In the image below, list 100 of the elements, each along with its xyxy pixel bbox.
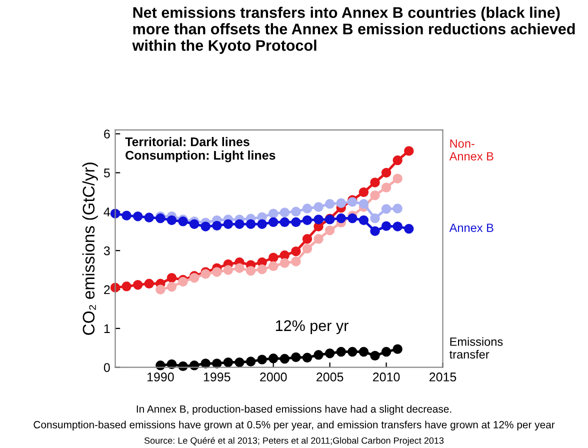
point [381,168,392,178]
point [404,224,414,234]
point [381,204,392,214]
y-tick-label: 4 [104,208,110,216]
text: Consumption-based emissions have grown at 0.5% per year, and emission transfers have grown at 12% per year [34,420,555,430]
y-tick-label: 3 [104,246,110,256]
point [268,261,278,272]
point [166,359,177,370]
text: Emissions transfer [449,337,503,359]
point [370,213,380,224]
point [280,354,290,364]
point [392,344,402,354]
point [324,225,335,236]
point [358,215,369,226]
point [280,217,290,228]
point [257,264,267,274]
point [336,198,346,208]
point [200,358,210,368]
point [122,210,132,220]
point [200,222,210,232]
point [314,234,324,244]
point [212,267,222,277]
point [302,234,312,244]
point [291,217,301,228]
point [246,356,256,366]
y-axis-title: CO₂ emissions (GtC/yr) [82,162,98,335]
x-tick-label: 1990 [147,372,174,382]
point [132,280,143,290]
point [324,199,335,209]
point [268,252,278,262]
point [302,244,312,254]
annotation: 12% per yr [276,320,348,334]
point [189,219,200,229]
point [392,174,402,184]
x-tick-label: 2005 [316,372,344,382]
point [302,352,312,362]
point [132,211,143,222]
point [302,215,312,226]
text: Annex B [449,224,494,232]
point [324,348,335,358]
y-tick-label: 5 [104,168,110,178]
point [144,278,154,289]
point [381,346,392,357]
point [381,182,392,192]
point [280,258,290,268]
point [404,146,414,156]
annotation: Territorial: Dark lines Consumption: Light lines [125,137,276,162]
point [392,155,402,166]
point [314,202,324,212]
point [280,208,290,218]
point [234,263,244,273]
point [257,219,267,229]
point [268,217,278,228]
point [291,206,301,217]
point [336,346,346,357]
point [257,354,267,364]
point [223,219,234,229]
point [223,265,234,275]
point [212,220,222,231]
y-tick-label: 1 [104,324,110,333]
point [370,226,380,236]
point [358,199,369,209]
point [358,346,369,357]
point [314,350,324,360]
text: In Annex B, production-based emissions have had a slight decrease. [136,405,452,415]
point [381,221,392,231]
point [223,357,234,368]
point [370,178,380,188]
point [212,358,222,368]
point [348,213,358,224]
point [370,350,380,361]
y-tick-label: 2 [104,285,110,294]
point [291,256,301,266]
point [348,346,358,357]
y-tick-label: 6 [104,130,110,138]
point [336,213,346,224]
point [268,208,278,218]
point [268,354,278,364]
point [156,360,166,370]
point [234,357,244,368]
point [392,204,402,214]
point [314,214,324,224]
y-tick-label: 0 [104,363,110,372]
x-tick-label: 2010 [373,372,400,382]
x-tick-label: 2000 [260,372,287,382]
point [370,190,380,200]
point [166,272,177,283]
point [246,266,256,276]
point [291,352,301,362]
point [291,246,301,256]
point [246,219,256,229]
point [144,212,154,222]
x-tick-label: 1995 [204,372,230,382]
point [392,222,402,232]
point [234,219,244,229]
point [358,187,369,198]
point [156,284,166,294]
point [166,282,177,292]
source-note: Source: Le Quéré et al 2013; Peters et al 2011;Global Carbon Project 2013 [144,437,444,446]
point [166,215,177,226]
